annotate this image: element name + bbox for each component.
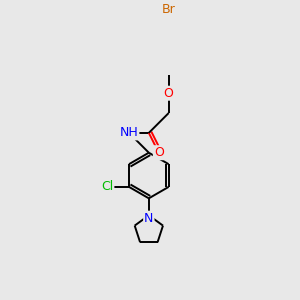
Text: O: O	[154, 146, 164, 159]
Text: Cl: Cl	[101, 180, 113, 194]
Text: Br: Br	[162, 3, 176, 16]
Text: NH: NH	[120, 126, 138, 140]
Text: N: N	[144, 212, 154, 225]
Text: O: O	[164, 87, 174, 100]
